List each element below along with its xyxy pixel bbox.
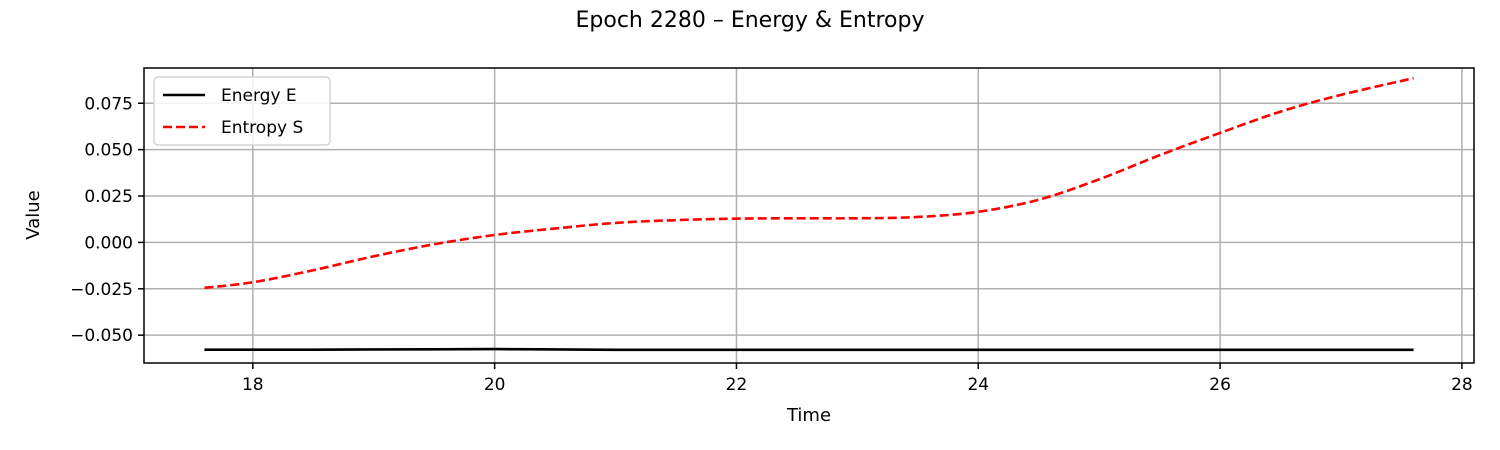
x-tick-label: 22: [726, 375, 748, 395]
x-tick-label: 26: [1209, 375, 1231, 395]
y-tick-label: −0.050: [70, 326, 133, 346]
y-tick-label: 0.025: [84, 187, 133, 207]
tick-layer: 18 20 22 24 26 28 −0.050 −0.025 0.000 0.025 0.050 0…: [70, 94, 1473, 395]
legend: Energy E Entropy S: [153, 76, 331, 146]
series-line-energy-e: [204, 347, 1414, 352]
x-tick-label: 18: [242, 375, 264, 395]
series-layer: [204, 76, 1414, 352]
grid-layer: [144, 68, 1474, 363]
y-axis-label: Value: [23, 190, 44, 239]
y-tick-label: 0.000: [84, 233, 133, 253]
x-tick-label: 20: [484, 375, 506, 395]
series-line-entropy-s: [204, 76, 1414, 290]
y-tick-label: 0.050: [84, 141, 133, 161]
x-tick-label: 28: [1451, 375, 1473, 395]
plot-frame: [143, 67, 1475, 364]
y-tick-label: −0.025: [70, 280, 133, 300]
legend-label: Entropy S: [221, 118, 303, 138]
x-axis-label: Time: [786, 405, 831, 426]
y-tick-label: 0.075: [84, 94, 133, 114]
x-tick-label: 24: [967, 375, 989, 395]
chart-title: Epoch 2280 – Energy & Entropy: [576, 8, 925, 33]
legend-label: Energy E: [221, 86, 297, 106]
